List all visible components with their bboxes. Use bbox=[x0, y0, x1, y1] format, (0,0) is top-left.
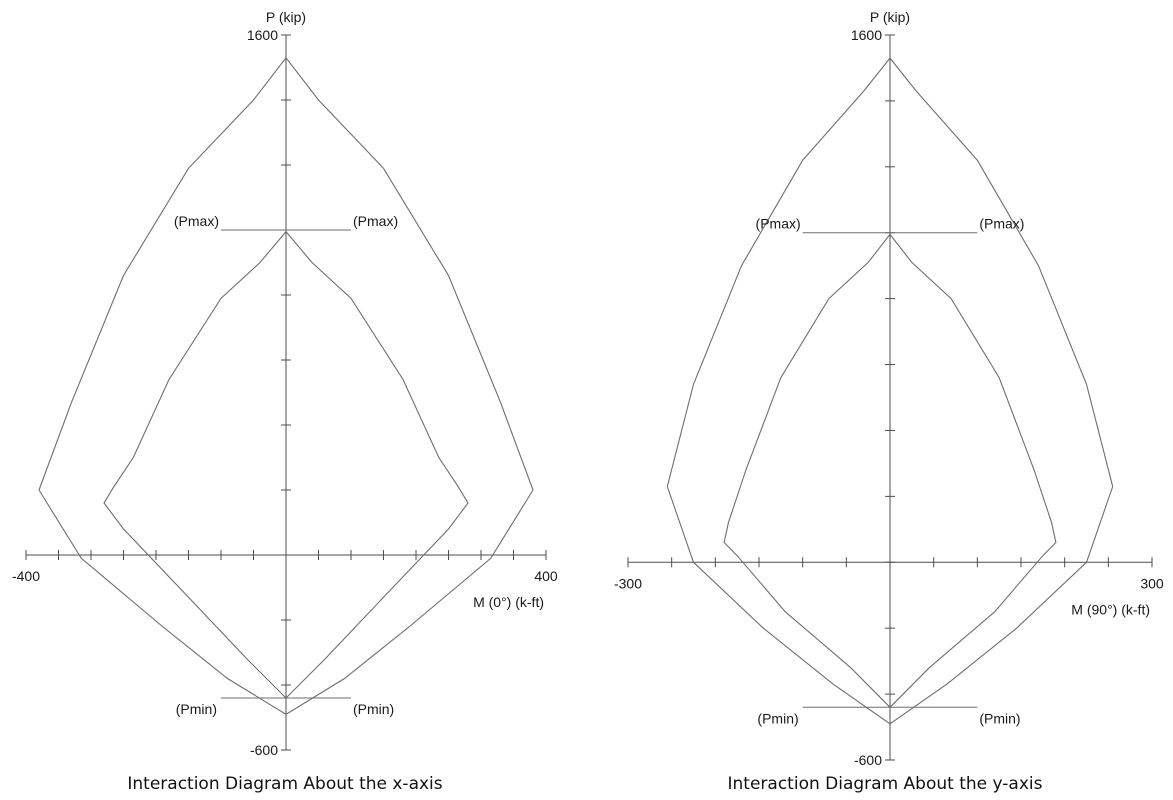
outer-interaction-curve bbox=[38, 57, 534, 715]
x-tick-label-min: -300 bbox=[614, 575, 642, 591]
y-tick-label-max: 1600 bbox=[247, 27, 278, 43]
pmin-label-left: (Pmin) bbox=[757, 710, 798, 726]
y-tick-label-min: -600 bbox=[250, 742, 278, 758]
pmax-label-left: (Pmax) bbox=[174, 213, 219, 229]
x-axis-label: M (90°) (k-ft) bbox=[1071, 601, 1150, 617]
pmin-label-right: (Pmin) bbox=[353, 701, 394, 717]
pmax-label-right: (Pmax) bbox=[979, 216, 1024, 232]
pmin-label-right: (Pmin) bbox=[979, 710, 1020, 726]
x-tick-label-min: -400 bbox=[12, 568, 40, 584]
chart-panel-x-axis: -400 400 1600 -600 P (kip) M (0°) (k-ft) (Pmax… bbox=[12, 9, 558, 794]
x-tick-label-max: 300 bbox=[1140, 575, 1164, 591]
y-axis-label: P (kip) bbox=[870, 9, 910, 25]
pmin-label-left: (Pmin) bbox=[176, 701, 217, 717]
chart-caption: Interaction Diagram About the x-axis bbox=[127, 774, 442, 794]
x-tick-label-max: 400 bbox=[534, 568, 558, 584]
y-tick-label-min: -600 bbox=[854, 752, 882, 768]
y-tick-label-max: 1600 bbox=[851, 27, 882, 43]
chart-caption: Interaction Diagram About the y-axis bbox=[728, 774, 1043, 794]
x-axis-label: M (0°) (k-ft) bbox=[473, 594, 544, 610]
y-axis-label: P (kip) bbox=[266, 9, 306, 25]
chart-panel-y-axis: -300 300 1600 -600 P (kip) M (90°) (k-ft) (Pma… bbox=[614, 9, 1164, 794]
outer-interaction-curve bbox=[666, 57, 1114, 725]
pmax-label-right: (Pmax) bbox=[353, 213, 398, 229]
pmax-label-left: (Pmax) bbox=[756, 216, 801, 232]
